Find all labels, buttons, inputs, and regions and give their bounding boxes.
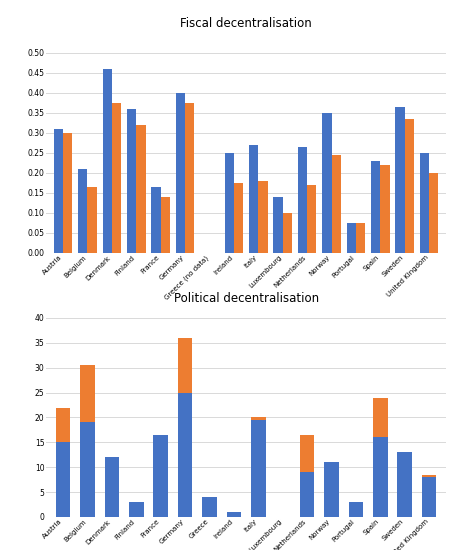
Bar	[370, 161, 380, 253]
Bar	[153, 435, 168, 517]
Bar	[56, 442, 70, 517]
Bar	[102, 69, 112, 253]
Bar	[297, 147, 307, 253]
Bar	[151, 187, 160, 253]
Bar	[104, 457, 119, 517]
Bar	[248, 145, 258, 253]
Bar	[421, 477, 436, 517]
Bar	[136, 125, 145, 253]
Bar	[202, 497, 216, 517]
Bar	[258, 181, 267, 253]
Bar	[299, 472, 314, 517]
Bar	[63, 133, 72, 253]
Bar	[355, 223, 364, 253]
Bar	[54, 129, 63, 253]
Bar	[421, 475, 436, 477]
Bar	[372, 398, 387, 437]
Bar	[78, 169, 87, 253]
Bar	[175, 93, 185, 253]
Bar	[282, 213, 291, 253]
Bar	[346, 223, 355, 253]
Bar	[299, 435, 314, 472]
Bar	[428, 173, 437, 253]
Bar	[372, 437, 387, 517]
Bar	[251, 417, 265, 420]
Bar	[331, 155, 340, 253]
Bar	[322, 113, 331, 253]
Bar	[177, 393, 192, 517]
Bar	[404, 119, 413, 253]
Bar	[233, 183, 243, 253]
Bar	[185, 103, 194, 253]
Bar	[112, 103, 121, 253]
Bar	[224, 153, 233, 253]
Bar	[307, 185, 316, 253]
Title: Political decentralisation: Political decentralisation	[173, 293, 318, 305]
Bar	[80, 422, 95, 517]
Bar	[324, 462, 338, 517]
Bar	[273, 197, 282, 253]
Bar	[87, 187, 96, 253]
Bar	[129, 502, 143, 517]
Bar	[348, 502, 363, 517]
Title: Fiscal decentralisation: Fiscal decentralisation	[180, 18, 311, 30]
Bar	[397, 452, 411, 517]
Bar	[80, 365, 95, 422]
Bar	[226, 512, 241, 517]
Bar	[56, 408, 70, 442]
Bar	[127, 109, 136, 253]
Bar	[251, 420, 265, 517]
Legend: Subnational share in total government expenditure, Subnational share in total go: Subnational share in total government ex…	[57, 406, 252, 426]
Bar	[419, 153, 428, 253]
Bar	[160, 197, 169, 253]
Bar	[395, 107, 404, 253]
Bar	[380, 165, 389, 253]
Bar	[177, 338, 192, 393]
